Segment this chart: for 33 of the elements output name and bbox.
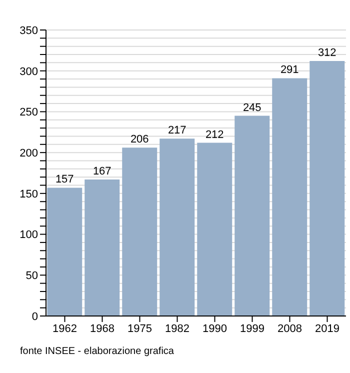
data-label: 312 xyxy=(318,47,336,60)
bar xyxy=(122,148,158,316)
x-tick-label: 1999 xyxy=(240,322,264,335)
data-label: 291 xyxy=(280,64,299,76)
x-tick-label: 1975 xyxy=(128,322,152,335)
y-tick-label: 150 xyxy=(20,188,38,200)
y-tick-label: 250 xyxy=(20,106,38,119)
y-tick-label: 200 xyxy=(20,147,38,160)
source-note: fonte INSEE - elaborazione grafica xyxy=(20,346,175,357)
data-label: 217 xyxy=(168,124,186,137)
data-label: 167 xyxy=(92,166,112,178)
bar xyxy=(197,142,232,316)
bar xyxy=(272,78,308,316)
data-label: 206 xyxy=(130,134,149,146)
data-label: 245 xyxy=(242,102,262,114)
y-tick-label: 50 xyxy=(26,270,38,282)
bar xyxy=(234,116,270,316)
y-tick-label: 300 xyxy=(20,66,38,78)
x-tick-label: 2019 xyxy=(315,322,340,335)
bar xyxy=(310,61,345,316)
x-tick-label: 1990 xyxy=(202,322,227,335)
y-tick-label: 0 xyxy=(32,310,38,323)
y-tick-label: 100 xyxy=(20,229,38,242)
bar xyxy=(84,180,120,316)
bar xyxy=(47,188,82,316)
y-tick-label: 350 xyxy=(20,24,38,37)
x-tick-label: 1962 xyxy=(52,322,77,335)
data-label: 212 xyxy=(205,128,224,141)
data-label: 157 xyxy=(55,174,74,186)
x-tick-label: 1968 xyxy=(90,322,114,335)
bar xyxy=(160,138,195,316)
x-tick-label: 2008 xyxy=(278,322,302,335)
x-tick-label: 1982 xyxy=(165,322,190,335)
